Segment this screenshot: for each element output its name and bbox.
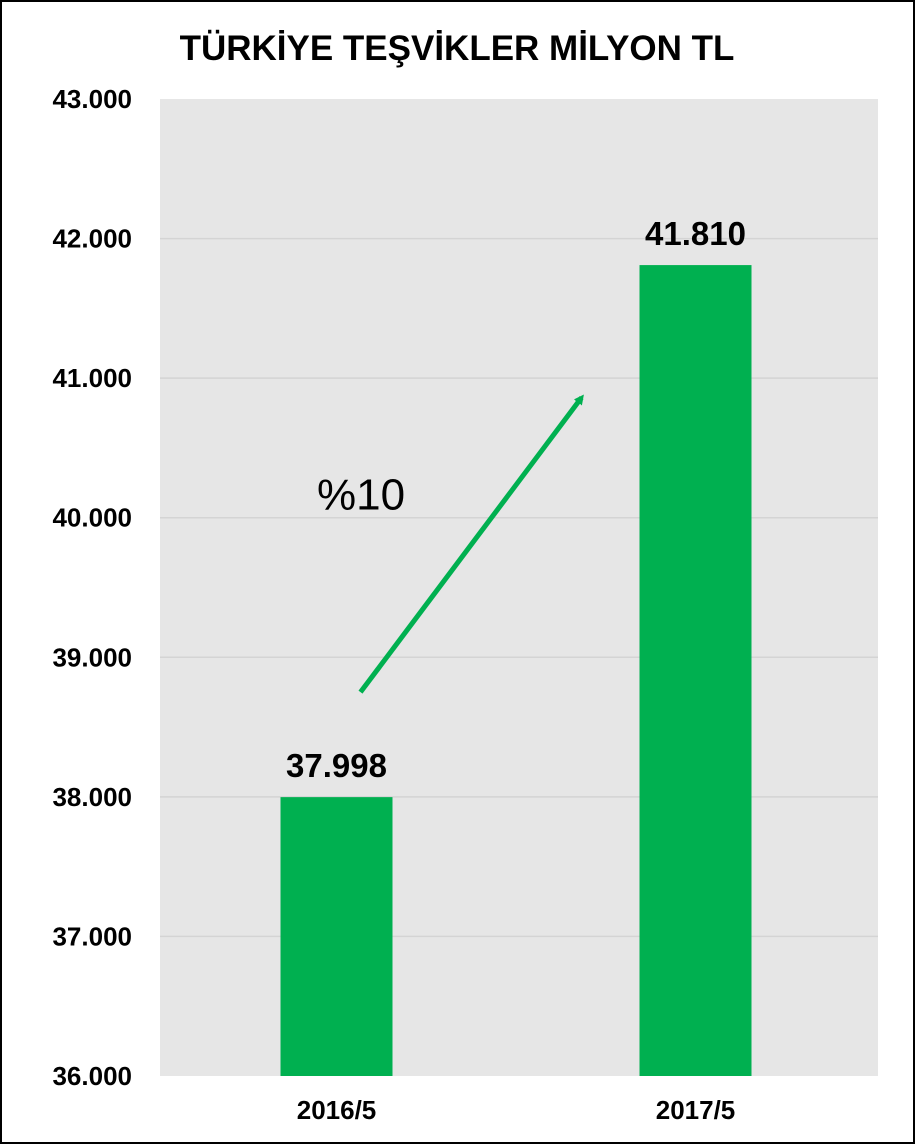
x-category-label: 2017/5 [656, 1095, 736, 1125]
growth-arrow [358, 394, 584, 694]
y-tick-label: 37.000 [52, 921, 132, 951]
data-label: 37.998 [286, 747, 387, 784]
y-tick-label: 40.000 [52, 503, 132, 533]
y-tick-label: 41.000 [52, 363, 132, 393]
bar-2016-5 [280, 797, 393, 1076]
growth-annotation: %10 [317, 470, 405, 519]
y-tick-label: 43.000 [52, 84, 132, 114]
data-label: 41.810 [645, 215, 746, 252]
plot-area [160, 99, 878, 1076]
chart-title: TÜRKİYE TEŞVİKLER MİLYON TL [180, 29, 735, 68]
y-tick-label: 38.000 [52, 782, 132, 812]
y-tick-label: 39.000 [52, 642, 132, 672]
bar-2017-5 [639, 265, 752, 1077]
y-tick-label: 36.000 [52, 1061, 132, 1091]
x-category-label: 2016/5 [297, 1095, 377, 1125]
y-tick-label: 42.000 [52, 224, 132, 254]
